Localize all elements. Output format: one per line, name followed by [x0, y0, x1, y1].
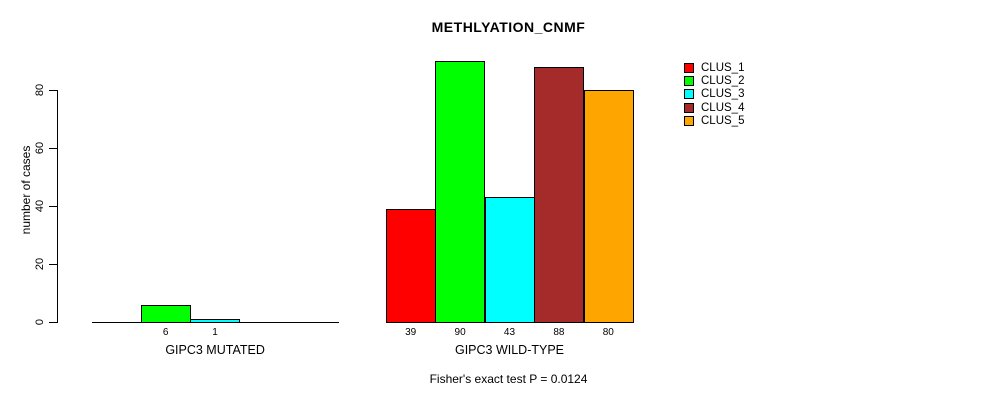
legend-item-clus-1: CLUS_1: [684, 61, 744, 74]
bar-value-label: 88: [553, 327, 565, 338]
chart-title: METHLYATION_CNMF: [431, 19, 586, 35]
bar-value-label: 39: [405, 327, 417, 338]
y-axis-line: [57, 90, 58, 323]
y-axis-tick-label: 80: [34, 83, 46, 97]
legend-item-clus-5: CLUS_5: [684, 115, 744, 128]
x-axis-group-label-gipc3-mutated: GIPC3 MUTATED: [165, 343, 265, 357]
legend: CLUS_1 CLUS_2 CLUS_3 CLUS_4 CLUS_5: [684, 61, 744, 128]
legend-label: CLUS_3: [701, 88, 745, 101]
legend-label: CLUS_2: [701, 75, 745, 88]
legend-label: CLUS_5: [701, 115, 745, 128]
bar-value-label: 90: [454, 327, 466, 338]
bar-value-label: 80: [602, 327, 614, 338]
bar-clus-2-gipc3-wild-type: [435, 61, 486, 323]
bar-value-label: 1: [212, 327, 218, 338]
bar-clus-4-gipc3-wild-type: [534, 67, 585, 323]
y-axis-tick: [49, 148, 57, 149]
bar-clus-2-gipc3-mutated: [141, 305, 191, 323]
x-axis-group-label-gipc3-wild-type: GIPC3 WILD-TYPE: [454, 343, 565, 357]
bar-clus-3-gipc3-mutated: [190, 319, 241, 323]
bar-value-label: 43: [503, 327, 516, 338]
bar-clus-3-gipc3-wild-type: [484, 197, 535, 323]
y-axis-tick: [49, 322, 57, 323]
y-axis-tick: [49, 264, 57, 265]
legend-color-swatch: [684, 62, 694, 73]
y-axis-tick: [49, 206, 57, 207]
y-axis-tick-label: 60: [34, 141, 46, 155]
y-axis-tick: [49, 90, 57, 91]
bar-clus-5-gipc3-wild-type: [583, 90, 634, 323]
legend-item-clus-3: CLUS_3: [684, 88, 744, 101]
legend-item-clus-4: CLUS_4: [684, 101, 744, 114]
legend-label: CLUS_4: [701, 101, 745, 114]
bar-value-label: 6: [162, 327, 169, 338]
legend-item-clus-2: CLUS_2: [684, 74, 744, 87]
legend-color-swatch: [684, 89, 694, 100]
legend-label: CLUS_1: [701, 61, 745, 74]
bar-clus-1-gipc3-wild-type: [386, 209, 436, 323]
fisher-test-annotation: Fisher's exact test P = 0.0124: [429, 372, 588, 386]
legend-color-swatch: [684, 76, 694, 87]
y-axis-tick-label: 0: [34, 318, 46, 326]
y-axis-tick-label: 20: [34, 257, 46, 271]
y-axis-tick-label: 40: [34, 199, 46, 213]
y-axis-label: number of cases: [19, 145, 33, 235]
legend-color-swatch: [684, 102, 694, 113]
legend-color-swatch: [684, 116, 694, 127]
